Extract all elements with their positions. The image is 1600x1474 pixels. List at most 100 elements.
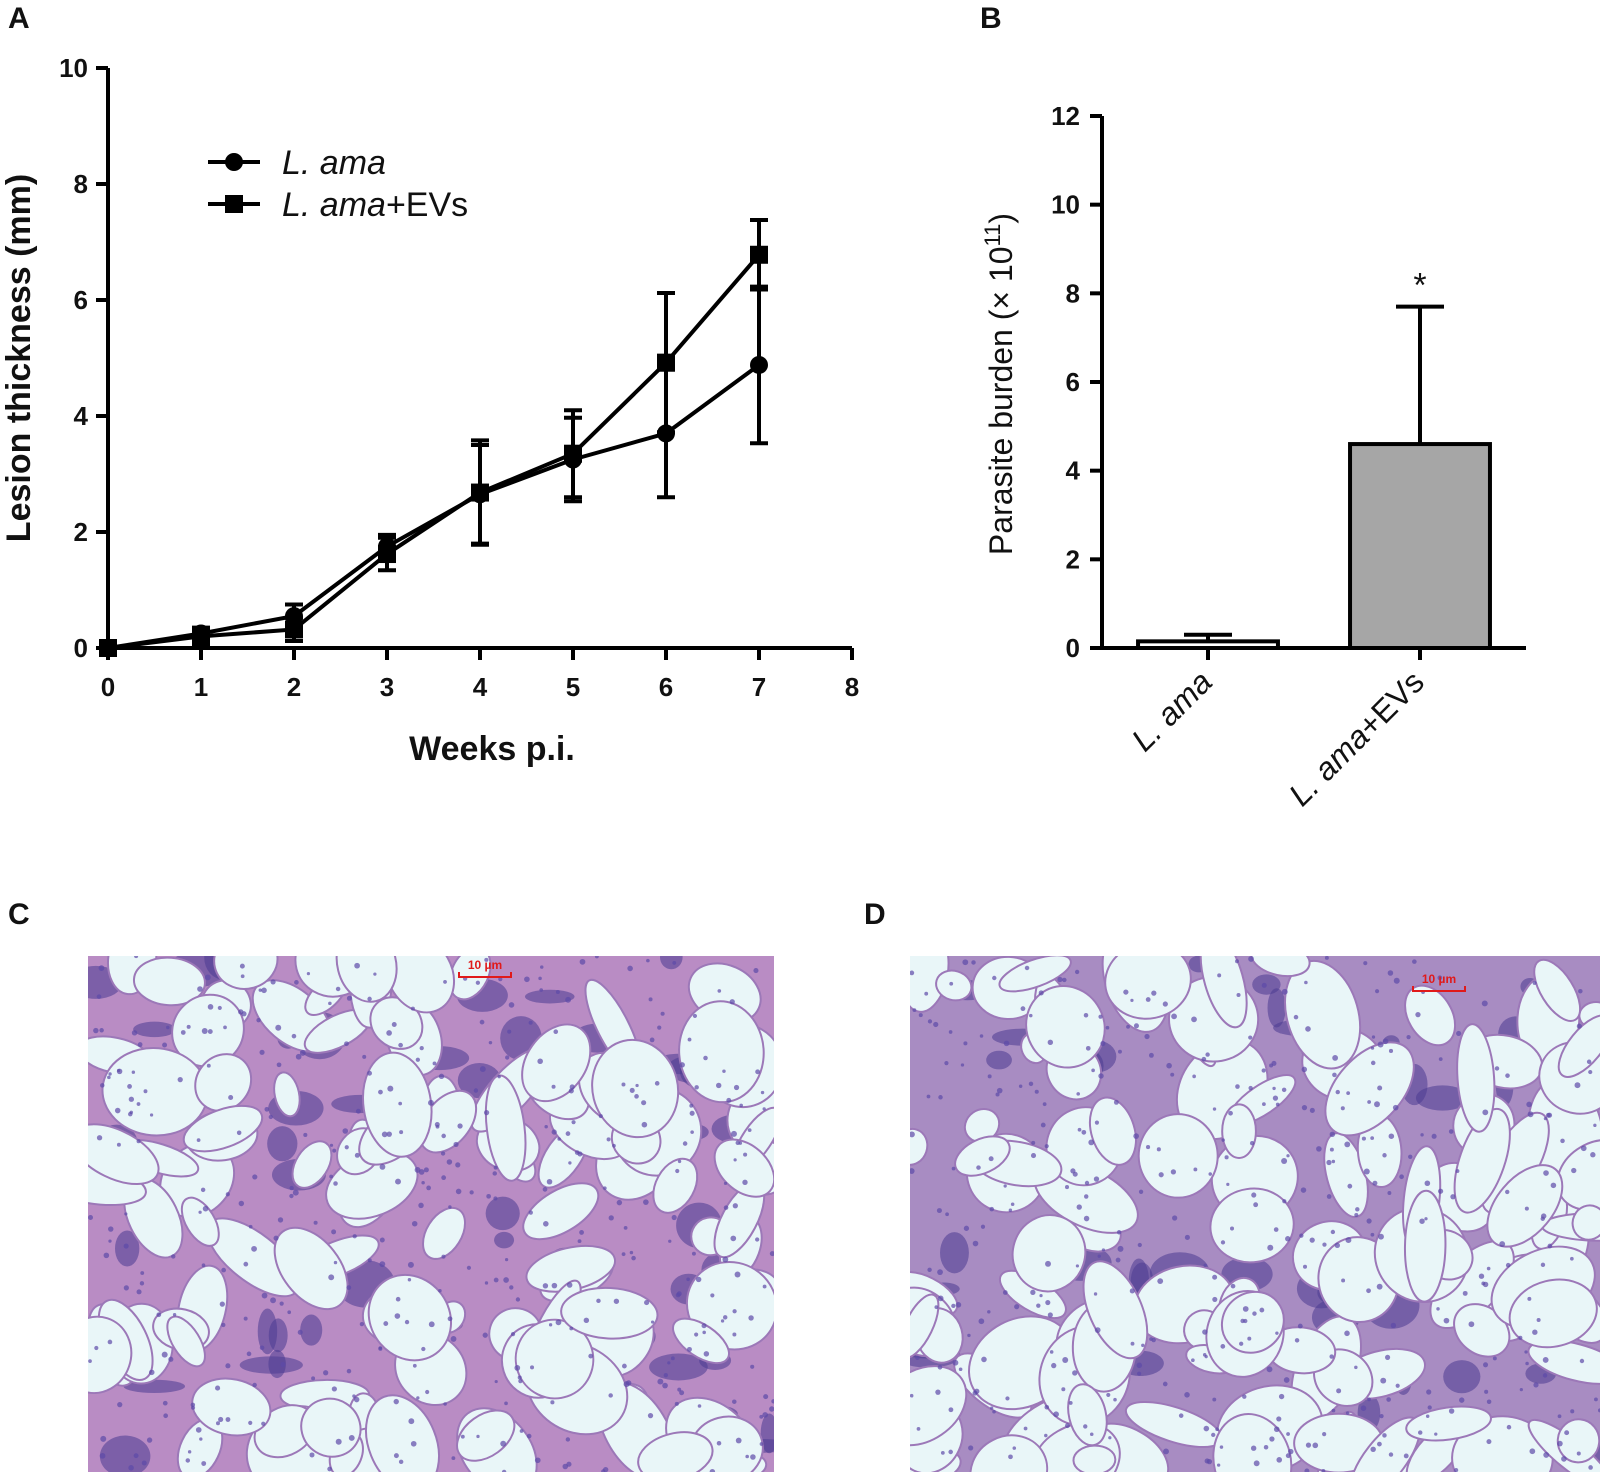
amastigote (139, 1281, 145, 1286)
amastigote (219, 1301, 225, 1307)
amastigote (726, 1097, 732, 1103)
amastigote (1130, 998, 1134, 1003)
nucleus (1415, 1085, 1470, 1111)
amastigote (674, 1401, 679, 1406)
amastigote (974, 1388, 980, 1394)
data-point (99, 639, 117, 657)
amastigote (1172, 1215, 1178, 1221)
parasite-burden-chart: Parasite burden (× 1011) 0 2 4 6 8 10 12 L. am… (980, 101, 1526, 813)
amastigote (1367, 1397, 1371, 1402)
y-tick-label: 0 (1066, 633, 1080, 663)
amastigote (1524, 1206, 1529, 1211)
vacuole (1403, 1189, 1447, 1303)
amastigote (1481, 1000, 1488, 1007)
y-axis-title-text: Parasite burden (× 10 (983, 246, 1019, 555)
amastigote (1014, 1304, 1020, 1310)
amastigote (383, 1321, 389, 1326)
amastigote (1171, 1013, 1177, 1020)
amastigote (579, 958, 586, 965)
amastigote (277, 1217, 284, 1223)
amastigote (1044, 1404, 1050, 1410)
amastigote (252, 1382, 257, 1388)
amastigote (716, 1440, 722, 1446)
amastigote (1302, 1264, 1308, 1269)
amastigote (565, 1437, 571, 1442)
amastigote (446, 1159, 453, 1165)
amastigote (1219, 1445, 1224, 1449)
amastigote (1129, 1288, 1135, 1294)
amastigote (755, 1237, 760, 1242)
amastigote (1275, 1102, 1280, 1107)
y-tick-label: 12 (1051, 101, 1080, 131)
y-tick-label: 2 (74, 517, 88, 547)
amastigote (1309, 1237, 1315, 1243)
amastigote (1590, 1152, 1596, 1158)
amastigote (1042, 1102, 1047, 1107)
data-point (750, 245, 768, 264)
amastigote (441, 1254, 446, 1259)
amastigote (484, 1281, 489, 1285)
amastigote (551, 1129, 557, 1135)
amastigote (1455, 1169, 1460, 1173)
amastigote (1322, 1242, 1327, 1247)
vacuole (1453, 1107, 1511, 1214)
amastigote (1077, 1127, 1082, 1132)
amastigote (1561, 1456, 1567, 1462)
amastigote (1212, 1296, 1218, 1302)
amastigote (1281, 1087, 1287, 1093)
amastigote (1543, 1117, 1548, 1121)
vacuole (1221, 1103, 1257, 1159)
amastigote (395, 1296, 401, 1302)
amastigote (598, 1114, 603, 1119)
amastigote (1024, 965, 1030, 971)
amastigote (479, 1066, 486, 1073)
amastigote (1205, 1052, 1210, 1057)
amastigote (1536, 1317, 1541, 1322)
amastigote (1047, 1312, 1053, 1318)
amastigote (1202, 1329, 1208, 1335)
amastigote (1138, 1189, 1144, 1194)
amastigote (577, 1239, 582, 1244)
amastigote (1597, 1408, 1600, 1413)
category-label-italic: L. ama (1124, 663, 1219, 758)
amastigote (732, 1332, 737, 1337)
vacuole (182, 1104, 264, 1153)
amastigote (1332, 1072, 1337, 1078)
amastigote (1505, 1262, 1511, 1268)
amastigote (1136, 1362, 1143, 1369)
amastigote (1305, 1026, 1311, 1032)
amastigote (936, 1208, 942, 1214)
amastigote (1419, 1218, 1425, 1224)
amastigote (294, 980, 299, 985)
amastigote (306, 972, 311, 976)
amastigote (346, 995, 352, 1001)
amastigote (702, 1330, 706, 1335)
amastigote (407, 1278, 412, 1282)
amastigote (258, 988, 262, 992)
amastigote (460, 1434, 465, 1439)
nucleus (300, 1314, 323, 1346)
amastigote (297, 1329, 303, 1335)
amastigote (270, 1297, 276, 1304)
amastigote (686, 1346, 692, 1352)
amastigote (1267, 1244, 1274, 1251)
amastigote (207, 1029, 213, 1034)
amastigote (641, 1100, 647, 1106)
amastigote (1088, 1139, 1095, 1146)
amastigote (938, 1095, 943, 1100)
amastigote (1242, 1306, 1249, 1312)
amastigote (473, 1088, 479, 1093)
amastigote (1586, 1059, 1592, 1065)
bar-group-1: L. ama (1124, 632, 1280, 758)
vacuole (1025, 984, 1106, 1069)
amastigote (1570, 1256, 1574, 1261)
amastigote (1436, 1307, 1440, 1311)
amastigote (1261, 1068, 1266, 1073)
amastigote (1106, 1392, 1111, 1397)
amastigote (221, 1322, 226, 1328)
amastigote (1075, 1264, 1080, 1268)
amastigote (569, 1326, 574, 1331)
amastigote (750, 1454, 756, 1460)
amastigote (1145, 997, 1151, 1002)
amastigote (108, 1072, 112, 1076)
